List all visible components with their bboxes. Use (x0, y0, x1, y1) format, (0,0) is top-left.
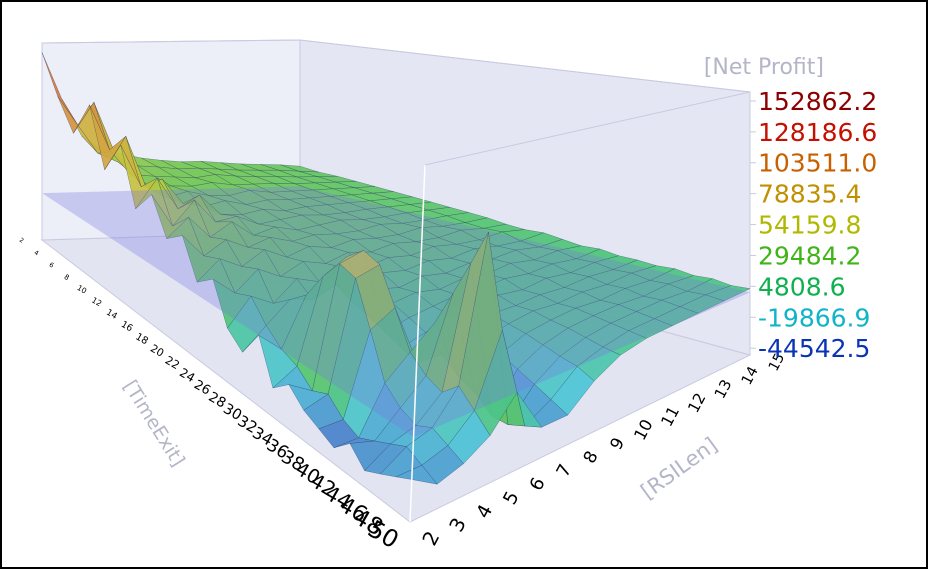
z-tick-label: 54159.8 (758, 211, 861, 240)
x-tick-label: 14 (104, 308, 118, 322)
x-tick-label: 10 (75, 283, 88, 296)
z-tick-label: 29484.2 (758, 241, 861, 270)
z-tick-label: 4808.6 (758, 272, 845, 301)
box-edge (409, 164, 426, 523)
z-tick-label: 78835.4 (758, 180, 861, 209)
x-tick-label: 16 (119, 319, 135, 334)
surface-cell (395, 464, 438, 485)
x-tick-label: 26 (191, 377, 213, 398)
x-tick-label: 8 (63, 273, 71, 282)
z-tick-label: -19866.9 (758, 303, 870, 332)
z-tick-label: -44542.5 (758, 334, 870, 363)
x-tick-label: 2 (18, 237, 25, 245)
x-tick-label: 30 (220, 401, 244, 424)
x-tick-label: 24 (177, 365, 197, 385)
x-tick-label: 4 (33, 249, 40, 257)
y-tick-label: 14 (739, 364, 762, 388)
z-tick-label: 103511.0 (758, 149, 877, 178)
y-tick-label: 15 (766, 351, 788, 374)
box-edge (41, 39, 751, 166)
x-tick-label: 18 (133, 331, 149, 347)
x-tick-label: 6 (48, 261, 56, 270)
z-axis-title: [Net Profit] (704, 55, 824, 80)
x-tick-label: 20 (148, 343, 166, 360)
x-tick-label: 28 (206, 389, 229, 412)
surface (41, 52, 751, 485)
z-tick-label: 152862.2 (758, 87, 877, 116)
z-tick-label: 128186.6 (758, 118, 877, 147)
reference-plane (42, 186, 750, 437)
x-tick-label: 22 (163, 354, 182, 372)
x-tick-label: 12 (90, 296, 103, 309)
overlay (41, 39, 751, 523)
